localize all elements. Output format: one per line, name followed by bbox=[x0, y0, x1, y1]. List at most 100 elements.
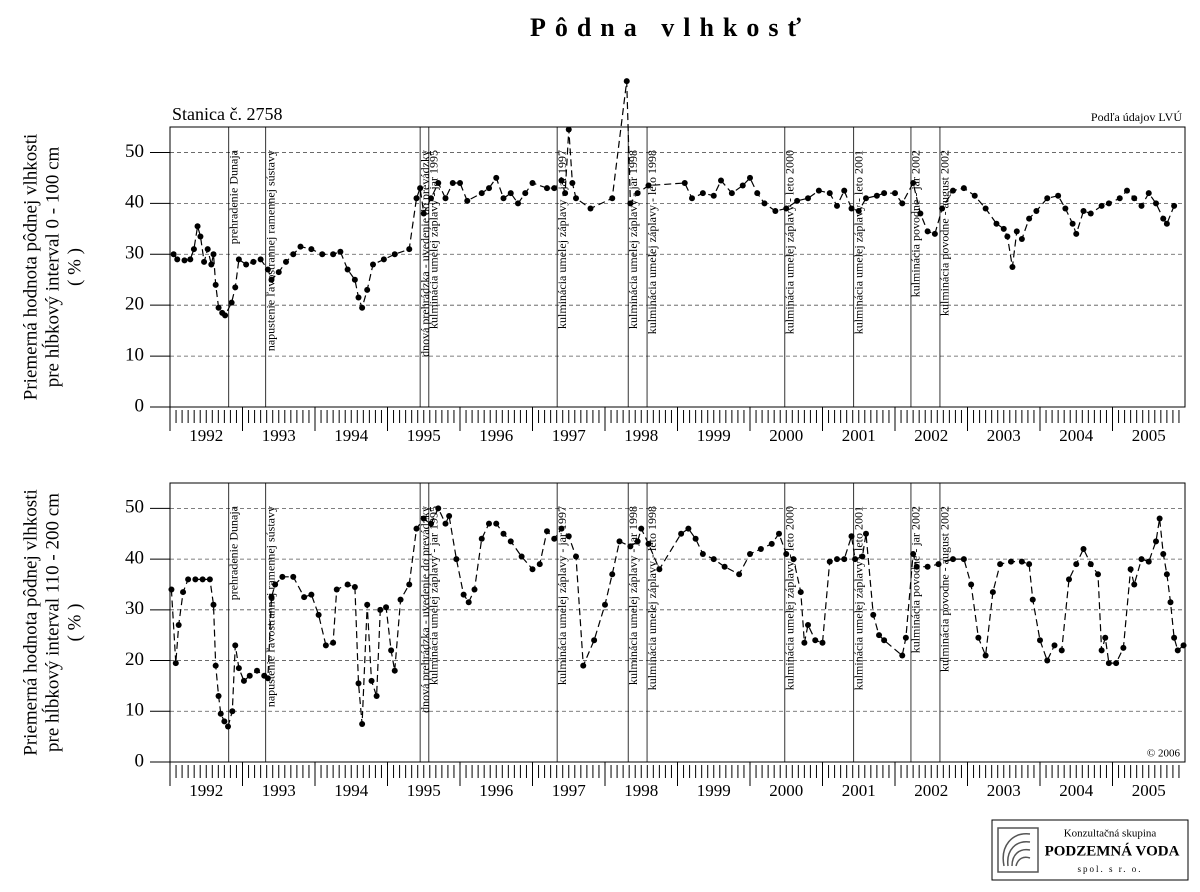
x-tick-label: 1996 bbox=[479, 426, 513, 445]
data-point bbox=[892, 190, 898, 197]
event-label: napustenie ľavostrannej ramennej sústavy bbox=[263, 506, 277, 707]
data-point bbox=[1051, 642, 1058, 649]
data-point bbox=[917, 210, 924, 217]
data-point bbox=[1066, 576, 1072, 583]
data-point bbox=[388, 647, 395, 654]
data-point bbox=[841, 556, 848, 563]
data-point bbox=[1153, 538, 1159, 545]
data-point bbox=[1098, 647, 1105, 654]
data-point bbox=[187, 256, 194, 263]
data-point bbox=[1000, 225, 1007, 232]
data-point bbox=[1124, 187, 1130, 194]
x-tick-label: 1994 bbox=[334, 426, 369, 445]
data-point bbox=[790, 556, 797, 563]
data-point bbox=[217, 710, 224, 717]
copyright: © 2006 bbox=[1147, 748, 1181, 760]
data-point bbox=[699, 190, 706, 197]
data-point bbox=[678, 530, 685, 537]
data-point bbox=[776, 530, 782, 537]
data-point bbox=[736, 571, 743, 578]
data-point bbox=[1113, 660, 1120, 667]
plot-frame bbox=[169, 126, 1186, 408]
y-tick-label: 20 bbox=[125, 294, 144, 315]
data-point bbox=[863, 530, 869, 537]
data-point bbox=[1174, 647, 1181, 654]
data-point bbox=[442, 195, 449, 202]
data-point bbox=[210, 601, 217, 608]
data-point bbox=[351, 276, 358, 283]
data-point bbox=[172, 660, 179, 667]
data-point bbox=[692, 535, 699, 542]
data-point bbox=[180, 589, 187, 596]
data-point bbox=[710, 556, 717, 563]
x-tick-label: 1998 bbox=[624, 781, 658, 800]
data-point bbox=[240, 677, 247, 684]
data-point bbox=[380, 256, 387, 263]
data-point bbox=[359, 720, 366, 727]
data-point bbox=[493, 520, 500, 527]
data-point bbox=[529, 566, 536, 573]
data-point bbox=[757, 545, 764, 552]
data-point bbox=[1138, 202, 1145, 209]
data-point bbox=[1026, 215, 1033, 222]
data-point bbox=[699, 551, 706, 558]
data-point bbox=[573, 553, 579, 560]
series-line bbox=[173, 81, 1175, 317]
x-tick-label: 2000 bbox=[769, 781, 803, 800]
event-label: kulminácia umelej záplavy - jar 1997 bbox=[555, 150, 569, 329]
data-point bbox=[1171, 634, 1178, 641]
data-point bbox=[997, 561, 1004, 568]
event-label: kulminácia umelej záplavy - leto 1998 bbox=[645, 506, 659, 690]
data-point bbox=[181, 257, 188, 264]
data-point bbox=[797, 589, 804, 596]
data-point bbox=[308, 591, 315, 598]
y-axis-label: pre hĺbkový interval 0 - 100 cm bbox=[41, 146, 63, 387]
data-point bbox=[565, 533, 572, 540]
data-point bbox=[206, 576, 213, 583]
data-point bbox=[232, 284, 239, 291]
data-point bbox=[1156, 515, 1163, 522]
data-point bbox=[355, 680, 362, 687]
data-point bbox=[1120, 644, 1127, 651]
data-point bbox=[772, 208, 779, 214]
data-point bbox=[1058, 647, 1065, 654]
data-point bbox=[718, 177, 724, 184]
y-tick-label: 40 bbox=[125, 547, 144, 568]
data-point bbox=[199, 576, 206, 583]
data-point bbox=[801, 639, 808, 646]
y-tick-label: 30 bbox=[125, 243, 144, 264]
data-point bbox=[747, 174, 753, 181]
data-point bbox=[1008, 558, 1014, 565]
x-tick-label: 2004 bbox=[1059, 426, 1094, 445]
data-point bbox=[283, 258, 289, 265]
data-point bbox=[272, 581, 279, 588]
data-point bbox=[449, 180, 456, 186]
data-point bbox=[1163, 571, 1170, 578]
data-point bbox=[229, 708, 236, 715]
data-point bbox=[168, 586, 175, 593]
data-point bbox=[308, 246, 315, 253]
data-point bbox=[478, 535, 485, 542]
data-point bbox=[420, 515, 427, 522]
data-point bbox=[910, 180, 917, 186]
x-tick-label: 1996 bbox=[479, 781, 513, 800]
data-point bbox=[924, 563, 931, 570]
data-point bbox=[721, 563, 728, 570]
data-point bbox=[881, 190, 888, 197]
x-tick-label: 1995 bbox=[407, 781, 441, 800]
data-point bbox=[609, 195, 616, 202]
x-tick-label: 1998 bbox=[624, 426, 658, 445]
data-point bbox=[465, 599, 472, 606]
data-point bbox=[1163, 220, 1170, 227]
y-axis-label: Priemerná hodnota pôdnej vlhkosti bbox=[20, 134, 41, 400]
data-point bbox=[243, 261, 250, 268]
data-point bbox=[634, 538, 641, 545]
event-label: kulminácia umelej záplavy - leto 1998 bbox=[645, 150, 659, 334]
data-point bbox=[457, 180, 463, 186]
data-point bbox=[486, 520, 492, 527]
data-point bbox=[201, 258, 208, 265]
data-point bbox=[364, 601, 371, 608]
data-point bbox=[446, 512, 453, 519]
event-label: dnová prehrádzka - uvedenie do prevádzky bbox=[418, 506, 432, 713]
